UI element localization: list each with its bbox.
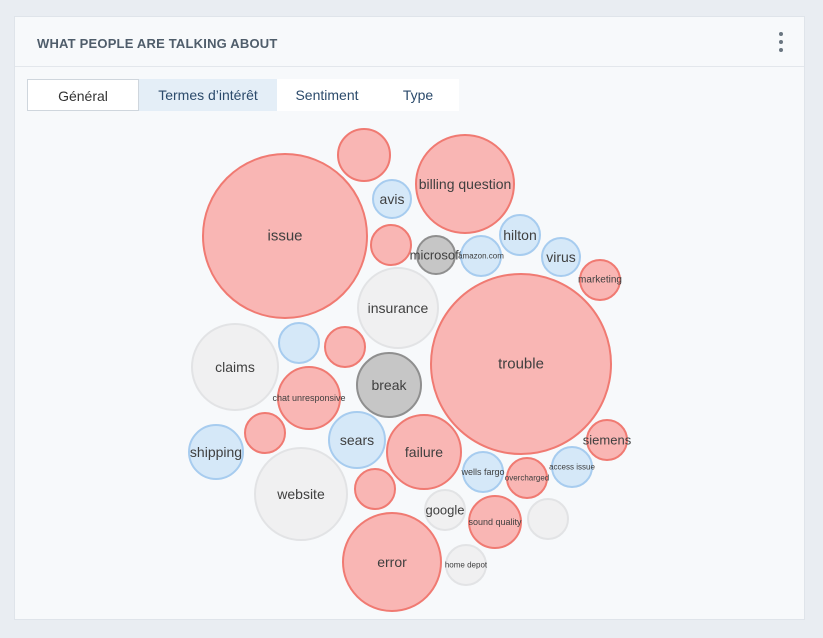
panel-header: WHAT PEOPLE ARE TALKING ABOUT [15,17,804,67]
bubble-circle[interactable] [430,273,612,455]
bubble-circle[interactable] [278,322,320,364]
bubble-circle[interactable] [460,235,502,277]
bubble-siemens[interactable]: siemens [583,419,632,461]
bubble-shipping[interactable]: shipping [188,424,244,480]
bubble-label: error [377,554,407,570]
bubble-error[interactable]: error [342,512,442,612]
bubble-circle[interactable] [356,352,422,418]
bubble-insurance[interactable]: insurance [357,267,439,349]
bubble-circle[interactable] [468,495,522,549]
bubble-label: marketing [578,275,622,286]
bubble-amazon-com[interactable]: amazon.com [458,235,504,277]
bubble-unlabeled-29[interactable] [244,412,286,454]
bubble-circle[interactable] [462,451,504,493]
bubble-unlabeled-26[interactable] [370,224,412,266]
bubble-circle[interactable] [551,446,593,488]
bubble-circle[interactable] [244,412,286,454]
bubble-home-depot[interactable]: home depot [445,544,488,586]
bubble-unlabeled-30[interactable] [354,468,396,510]
bubble-trouble[interactable]: trouble [430,273,612,455]
bubble-circle[interactable] [328,411,386,469]
bubble-break[interactable]: break [356,352,422,418]
bubble-label: wells fargo [460,467,504,477]
bubble-label: shipping [190,444,242,460]
bubble-label: amazon.com [458,252,504,261]
bubble-label: google [425,503,464,518]
bubble-billing-question[interactable]: billing question [415,134,515,234]
bubble-circle[interactable] [354,468,396,510]
bubble-label: hilton [503,227,536,243]
bubble-label: insurance [368,300,429,316]
panel-title: WHAT PEOPLE ARE TALKING ABOUT [37,36,278,51]
bubble-circle[interactable] [527,498,569,540]
tab-bar: Général Termes d’intérêt Sentiment Type [27,79,459,111]
bubble-label: avis [380,191,405,207]
bubble-wells-fargo[interactable]: wells fargo [460,451,505,493]
bubble-avis[interactable]: avis [372,179,412,219]
bubble-circle[interactable] [372,179,412,219]
more-options-icon[interactable] [778,32,784,54]
bubble-microsoft[interactable]: microsoft [410,235,463,275]
bubble-circle[interactable] [445,544,487,586]
bubble-label: claims [215,359,255,375]
bubble-label: issue [267,228,302,245]
bubble-circle[interactable] [506,457,548,499]
bubble-label: siemens [583,433,632,448]
bubble-label: sound quality [468,517,522,527]
tab-terms-of-interest[interactable]: Termes d’intérêt [139,79,277,111]
bubble-unlabeled-31[interactable] [527,498,569,540]
bubble-circle[interactable] [415,134,515,234]
bubble-issue[interactable]: issue [202,153,368,319]
bubble-circle[interactable] [541,237,581,277]
bubble-circle[interactable] [191,323,279,411]
bubble-unlabeled-27[interactable] [324,326,366,368]
bubble-sound-quality[interactable]: sound quality [468,495,522,549]
bubble-circle[interactable] [254,447,348,541]
bubble-label: billing question [419,176,512,192]
bubble-claims[interactable]: claims [191,323,279,411]
bubble-marketing[interactable]: marketing [578,259,622,301]
tab-type[interactable]: Type [377,79,459,111]
bubble-circle[interactable] [370,224,412,266]
bubble-label: overcharged [505,474,549,483]
bubble-circle[interactable] [579,259,621,301]
bubble-circle[interactable] [324,326,366,368]
bubble-circle[interactable] [337,128,391,182]
bubble-circle[interactable] [416,235,456,275]
bubble-label: break [371,377,407,393]
tab-general[interactable]: Général [27,79,139,111]
bubble-google[interactable]: google [424,489,466,531]
bubble-access-issue[interactable]: access issue [549,446,595,488]
bubble-sears[interactable]: sears [328,411,386,469]
bubble-circle[interactable] [342,512,442,612]
bubble-circle[interactable] [424,489,466,531]
tab-sentiment[interactable]: Sentiment [277,79,377,111]
bubble-chat-unresponsive[interactable]: chat unresponsive [272,366,346,430]
bubble-label: chat unresponsive [272,393,345,403]
bubble-hilton[interactable]: hilton [499,214,541,256]
bubble-circle[interactable] [386,414,462,490]
bubble-label: home depot [445,561,488,570]
bubble-label: microsoft [410,248,463,263]
bubble-circle[interactable] [586,419,628,461]
bubble-overcharged[interactable]: overcharged [505,457,549,499]
bubble-label: access issue [549,463,595,472]
bubble-label: website [276,486,325,502]
bubble-label: trouble [498,356,544,373]
bubble-unlabeled-28[interactable] [278,322,320,364]
bubble-failure[interactable]: failure [386,414,462,490]
bubble-virus[interactable]: virus [541,237,581,277]
bubble-circle[interactable] [499,214,541,256]
bubble-unlabeled-12[interactable] [337,128,391,182]
bubble-circle[interactable] [202,153,368,319]
bubble-label: virus [546,249,576,265]
bubble-label: failure [405,444,443,460]
bubble-circle[interactable] [357,267,439,349]
bubble-label: sears [340,432,374,448]
bubble-circle[interactable] [277,366,341,430]
bubble-circle[interactable] [188,424,244,480]
bubble-website[interactable]: website [254,447,348,541]
